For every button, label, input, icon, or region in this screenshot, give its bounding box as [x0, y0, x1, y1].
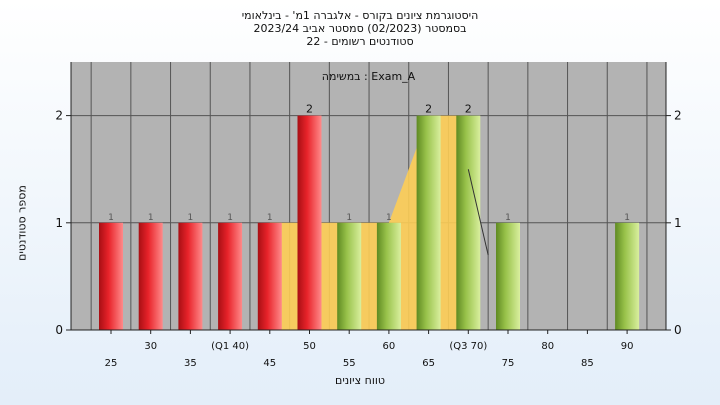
- x-tick-label: 30: [144, 341, 157, 352]
- bar-25: [99, 222, 123, 330]
- title-line-3: סטודנטים רשומים - 22: [306, 35, 414, 48]
- bar-30: [138, 222, 163, 330]
- bar-value-label-45: 1: [267, 213, 273, 223]
- y-axis-label: מספר סטודנטים: [15, 185, 29, 261]
- title-line-2: בסמסטר (02/2023) סמסטר אביב 2023/24: [253, 22, 467, 35]
- bar-65: [416, 115, 441, 330]
- bar-75: [496, 222, 520, 330]
- bar-35: [178, 222, 203, 330]
- bar-value-label-40: 1: [227, 213, 233, 223]
- y-tick-label-left: 2: [55, 109, 63, 123]
- bar-value-label-65: 2: [425, 103, 432, 116]
- x-tick-label: 35: [184, 358, 197, 369]
- bar-value-label-35: 1: [188, 213, 194, 223]
- y-tick-label-left: 1: [55, 216, 63, 230]
- bar-value-label-70: 2: [465, 103, 472, 116]
- x-tick-label: 85: [581, 358, 594, 369]
- title-line-1: היסטוגרמת ציונים בקורס - אלגברה 1מ' - בי…: [241, 9, 479, 22]
- x-tick-label: 80: [541, 341, 554, 352]
- x-tick-label: 55: [343, 358, 356, 369]
- bar-value-label-75: 1: [505, 213, 511, 223]
- y-tick-label-right: 0: [674, 323, 682, 337]
- x-tick-label: 75: [502, 358, 515, 369]
- bar-90: [615, 222, 640, 330]
- x-axis-label: טווח ציונים: [335, 374, 385, 387]
- x-tick-label: (Q1 40): [211, 341, 249, 352]
- x-tick-label: 90: [621, 341, 634, 352]
- x-tick-label: 45: [263, 358, 276, 369]
- bar-60: [376, 222, 401, 330]
- bar-55: [337, 222, 362, 330]
- bar-value-label-55: 1: [346, 213, 352, 223]
- x-tick-label: 65: [422, 358, 435, 369]
- chart-annotation: במשימה : Exam_A: [322, 70, 416, 83]
- bar-value-label-60: 1: [386, 213, 392, 223]
- x-tick-label: 25: [105, 358, 118, 369]
- chart-title: היסטוגרמת ציונים בקורס - אלגברה 1מ' - בי…: [0, 9, 720, 48]
- bar-50: [297, 115, 322, 330]
- trend-line: [467, 169, 489, 256]
- bar-45: [257, 222, 282, 330]
- bar-40: [218, 222, 243, 330]
- bar-70: [456, 115, 481, 330]
- y-tick-label-right: 2: [674, 109, 682, 123]
- bar-value-label-25: 1: [108, 213, 114, 223]
- bar-value-label-50: 2: [306, 103, 313, 116]
- y-tick-label-left: 0: [55, 323, 63, 337]
- x-tick-label: 50: [303, 341, 316, 352]
- bar-value-label-90: 1: [624, 213, 630, 223]
- x-tick-label: (Q3 70): [449, 341, 487, 352]
- y-tick-label-right: 1: [674, 216, 682, 230]
- bar-value-label-30: 1: [148, 213, 154, 223]
- x-tick-label: 60: [383, 341, 396, 352]
